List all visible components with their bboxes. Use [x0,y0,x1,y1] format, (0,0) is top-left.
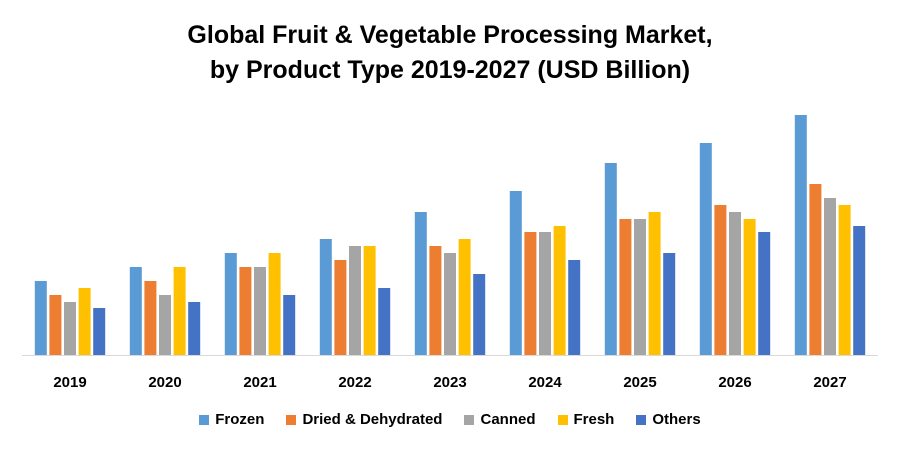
bar-canned-2026 [729,212,741,355]
bar-dried-dehydrated-2023 [429,246,442,355]
bar-canned-2023 [444,253,456,355]
bar-frozen-2023 [414,212,427,355]
bar-fresh-2022 [363,246,376,355]
legend-swatch [636,414,647,425]
bar-others-2019 [93,308,106,355]
x-tick-label: 2027 [813,374,846,391]
bar-others-2022 [378,288,391,355]
bar-fresh-2023 [458,239,471,355]
bar-fresh-2024 [553,226,566,355]
bar-frozen-2024 [509,191,522,355]
bar-others-2025 [663,253,676,355]
bar-canned-2027 [824,198,836,355]
bar-dried-dehydrated-2026 [714,205,727,355]
legend-label: Dried & Dehydrated [302,411,443,428]
bar-dried-dehydrated-2025 [619,219,632,355]
bar-frozen-2021 [224,253,237,355]
bar-canned-2024 [539,232,551,355]
bar-frozen-2027 [794,115,807,355]
legend-item: Others [636,411,701,428]
x-tick-label: 2019 [53,374,86,391]
legend-swatch [286,414,297,425]
x-tick-label: 2024 [528,374,562,391]
bar-dried-dehydrated-2021 [239,267,252,355]
bar-dried-dehydrated-2019 [49,295,62,355]
legend-label: Frozen [215,411,265,428]
bar-dried-dehydrated-2027 [809,184,822,355]
bar-canned-2019 [64,302,76,355]
bar-fresh-2025 [648,212,661,355]
bar-canned-2022 [349,246,361,355]
bar-frozen-2025 [604,163,617,355]
bar-others-2020 [188,302,201,355]
chart-title-line-2: by Product Type 2019-2027 (USD Billion) [209,56,691,84]
legend-label: Others [652,411,701,428]
legend-item: Dried & Dehydrated [286,411,442,428]
legend-swatch [199,414,210,425]
bar-others-2024 [568,260,581,355]
x-tick-label: 2023 [433,374,466,391]
x-tick-label: 2026 [718,374,751,391]
legend-swatch [557,414,568,425]
legend-item: Fresh [557,411,615,428]
bar-others-2026 [758,232,771,355]
bar-fresh-2026 [743,219,756,355]
x-tick-label: 2022 [338,374,371,391]
bar-canned-2020 [159,295,171,355]
legend: Frozen Dried & Dehydrated Canned Fresh Other… [0,411,900,428]
x-tick-label: 2021 [243,374,276,391]
bar-canned-2025 [634,219,646,355]
legend-label: Canned [480,411,536,428]
bar-dried-dehydrated-2022 [334,260,347,355]
bar-canned-2021 [254,267,266,355]
bar-frozen-2026 [699,143,712,355]
legend-item: Canned [464,411,536,428]
legend-label: Fresh [573,411,615,428]
bar-fresh-2019 [78,288,91,355]
legend-swatch [464,414,475,425]
x-tick-label: 2025 [623,374,656,391]
bar-fresh-2027 [838,205,851,355]
bar-dried-dehydrated-2020 [144,281,157,355]
bar-frozen-2020 [129,267,142,355]
chart-title-line-1: Global Fruit & Vegetable Processing Mark… [187,21,713,49]
chart-title: Global Fruit & Vegetable Processing Mark… [0,18,900,88]
bar-fresh-2021 [268,253,281,355]
bar-frozen-2019 [34,281,47,355]
bar-fresh-2020 [173,267,186,355]
legend-item: Frozen [199,411,264,428]
bar-others-2021 [283,295,296,355]
bar-dried-dehydrated-2024 [524,232,537,355]
bar-others-2027 [853,226,866,355]
x-tick-label: 2020 [148,374,181,391]
bar-others-2023 [473,274,486,355]
bar-frozen-2022 [319,239,332,355]
